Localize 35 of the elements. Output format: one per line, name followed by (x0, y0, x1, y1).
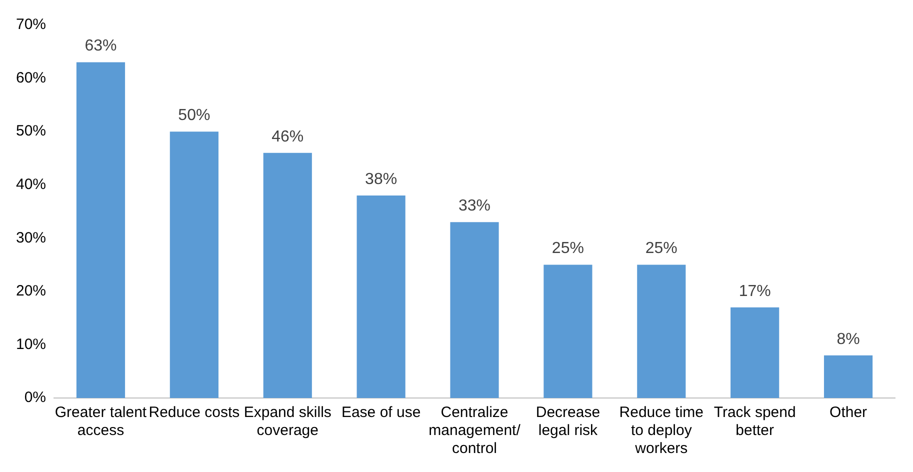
x-tick-label: Other (830, 404, 868, 422)
x-tick-label: Greater talent access (54, 404, 148, 440)
y-tick-label: 20% (16, 282, 46, 300)
x-tick-label: Ease of use (341, 404, 421, 422)
x-tick-label: Decrease legal risk (536, 404, 600, 440)
data-label: 8% (836, 330, 860, 348)
y-tick-label: 60% (16, 69, 46, 86)
data-label: 50% (178, 106, 210, 124)
x-tick-label: Reduce costs (148, 404, 240, 422)
data-label: 38% (365, 170, 398, 188)
y-tick-label: 40% (16, 176, 46, 193)
bar (170, 132, 218, 398)
bar (356, 196, 406, 398)
data-label: 25% (645, 240, 678, 258)
data-label: 25% (552, 240, 584, 258)
x-tick-label: Centralize management/ control (428, 404, 522, 458)
bar (730, 307, 780, 398)
x-tick-label: Expand skills coverage (244, 404, 332, 440)
bar (824, 355, 873, 398)
y-tick-label: 10% (16, 336, 46, 353)
y-tick-label: 70% (16, 16, 46, 34)
y-tick-label: 30% (16, 229, 46, 246)
x-tick-label: Reduce time to deploy workers (619, 404, 704, 458)
data-label: 63% (84, 38, 117, 55)
bar (637, 264, 686, 398)
bar (76, 62, 126, 398)
data-label: 17% (738, 282, 771, 300)
bar (544, 264, 592, 398)
bar (450, 222, 499, 398)
data-label: 46% (272, 128, 304, 146)
data-label: 33% (458, 198, 491, 215)
y-tick-label: 0% (24, 389, 46, 406)
y-tick-label: 50% (16, 122, 46, 140)
x-tick-label: Track spend better (714, 404, 796, 440)
bar (263, 152, 312, 398)
